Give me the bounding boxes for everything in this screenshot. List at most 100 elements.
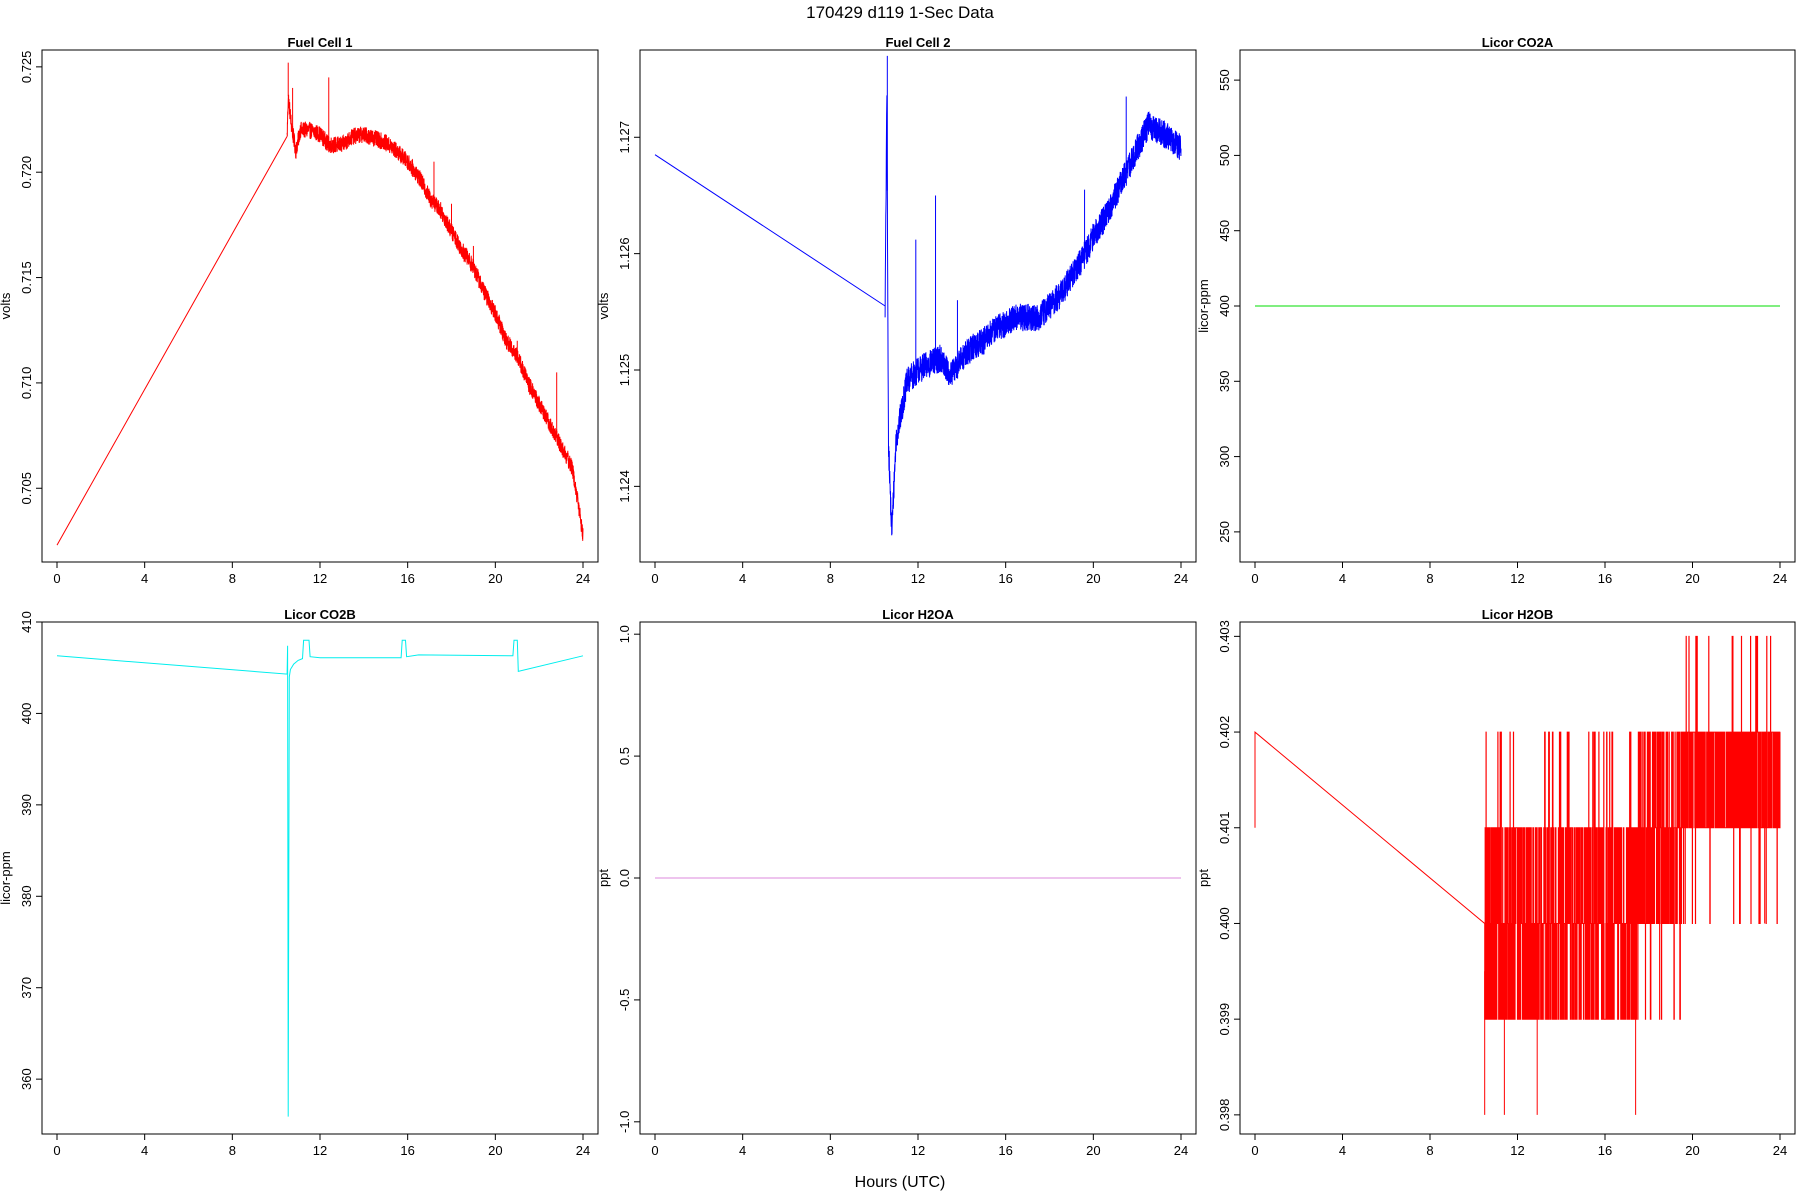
plot-frame — [1239, 49, 1796, 563]
y-tick-label: 0.403 — [1217, 620, 1232, 653]
y-axis-label: ppt — [1196, 869, 1211, 887]
y-axis-label: volts — [596, 292, 611, 319]
y-tick-label: 1.125 — [617, 354, 632, 387]
x-tick-label: 4 — [141, 1143, 148, 1158]
x-tick-label: 0 — [1251, 571, 1258, 586]
panel-title: Licor H2OB — [1482, 607, 1554, 622]
chart-panel-1: Fuel Cell 1 0 4 8 12 16 20 24 0.705 0.710 0.715 0.7… — [0, 35, 599, 586]
series-trace — [286, 94, 584, 541]
x-tick-label: 24 — [576, 1143, 590, 1158]
x-tick-label: 20 — [1086, 1143, 1100, 1158]
y-tick-label: 360 — [19, 1068, 34, 1090]
plot-frame — [1239, 621, 1796, 1135]
y-tick-label: 0.401 — [1217, 811, 1232, 844]
chart-panel-2: Fuel Cell 2 0 4 8 12 16 20 24 1.124 1.125 1.126 1.1… — [596, 35, 1197, 586]
x-tick-label: 24 — [576, 571, 590, 586]
x-tick-label: 4 — [739, 1143, 746, 1158]
x-tick-label: 0 — [53, 571, 60, 586]
y-tick-label: 1.124 — [617, 470, 632, 503]
y-tick-label: 1.0 — [617, 625, 632, 643]
x-tick-label: 24 — [1174, 1143, 1188, 1158]
y-tick-label: 400 — [19, 703, 34, 725]
x-tick-label: 8 — [1426, 571, 1433, 586]
plot-frame — [639, 621, 1197, 1135]
x-tick-label: 0 — [651, 1143, 658, 1158]
series-group — [1254, 635, 1781, 1115]
y-tick-label: 400 — [1217, 295, 1232, 317]
y-axis-label: volts — [0, 292, 13, 319]
x-tick-label: 20 — [488, 571, 502, 586]
x-tick-label: 16 — [1598, 1143, 1612, 1158]
x-tick-label: 8 — [827, 571, 834, 586]
y-tick-label: 0.710 — [19, 367, 34, 400]
plot-frame — [639, 49, 1197, 563]
panel-title: Licor CO2A — [1482, 35, 1554, 50]
series-line — [56, 136, 288, 546]
x-tick-label: 16 — [1598, 571, 1612, 586]
x-tick-label: 16 — [400, 1143, 414, 1158]
x-tick-label: 8 — [827, 1143, 834, 1158]
y-tick-label: -0.5 — [617, 989, 632, 1011]
x-tick-label: 12 — [911, 1143, 925, 1158]
series-line — [56, 639, 584, 1117]
y-tick-label: 1.127 — [617, 121, 632, 154]
x-tick-label: 12 — [1510, 1143, 1524, 1158]
x-tick-label: 12 — [911, 571, 925, 586]
y-tick-label: 450 — [1217, 220, 1232, 242]
x-tick-label: 4 — [1339, 1143, 1346, 1158]
panels: Fuel Cell 1 0 4 8 12 16 20 24 0.705 0.710 0.715 0.7… — [0, 35, 1796, 1158]
y-tick-label: 410 — [19, 611, 34, 633]
y-tick-label: 380 — [19, 885, 34, 907]
series-group — [56, 62, 584, 546]
chart-panel-4: Licor CO2B 0 4 8 12 16 20 24 360 370 380 390 400 410 l… — [0, 607, 599, 1158]
chart-panel-6: Licor H2OB 0 4 8 12 16 20 24 0.398 0.399 0.400 0.40… — [1196, 607, 1796, 1158]
x-tick-label: 16 — [998, 571, 1012, 586]
panel-title: Fuel Cell 2 — [885, 35, 950, 50]
y-tick-label: 350 — [1217, 370, 1232, 392]
x-tick-label: 24 — [1773, 571, 1787, 586]
plot-frame — [41, 621, 599, 1135]
x-tick-label: 20 — [488, 1143, 502, 1158]
y-tick-label: 0.398 — [1217, 1099, 1232, 1132]
y-tick-label: 250 — [1217, 521, 1232, 543]
series-line — [1254, 635, 1781, 1020]
y-tick-label: 0.725 — [19, 51, 34, 84]
y-tick-label: -1.0 — [617, 1111, 632, 1133]
y-tick-label: 500 — [1217, 145, 1232, 167]
y-tick-label: 0.400 — [1217, 907, 1232, 940]
series-line — [654, 154, 886, 307]
y-tick-label: 550 — [1217, 69, 1232, 91]
panel-title: Licor H2OA — [882, 607, 954, 622]
chart-panel-3: Licor CO2A 0 4 8 12 16 20 24 250 300 350 400 450 500 5… — [1196, 35, 1796, 586]
series-trace — [884, 95, 1182, 536]
x-tick-label: 20 — [1685, 571, 1699, 586]
x-tick-label: 12 — [1510, 571, 1524, 586]
x-tick-label: 0 — [651, 571, 658, 586]
x-tick-label: 16 — [400, 571, 414, 586]
series-group — [654, 55, 1182, 536]
y-tick-label: 0.5 — [617, 747, 632, 765]
x-tick-label: 12 — [313, 571, 327, 586]
x-tick-label: 8 — [1426, 1143, 1433, 1158]
x-tick-label: 20 — [1685, 1143, 1699, 1158]
y-tick-label: 1.126 — [617, 237, 632, 270]
x-tick-label: 16 — [998, 1143, 1012, 1158]
x-tick-label: 4 — [141, 571, 148, 586]
x-tick-label: 8 — [229, 1143, 236, 1158]
y-axis-label: ppt — [596, 869, 611, 887]
x-tick-label: 4 — [739, 571, 746, 586]
x-tick-label: 20 — [1086, 571, 1100, 586]
panel-title: Fuel Cell 1 — [287, 35, 352, 50]
figure-xlabel: Hours (UTC) — [855, 1174, 946, 1191]
series-group — [56, 639, 584, 1117]
y-tick-label: 0.402 — [1217, 716, 1232, 749]
y-tick-label: 300 — [1217, 446, 1232, 468]
figure-title: 170429 d119 1-Sec Data — [806, 3, 994, 22]
y-tick-label: 0.715 — [19, 261, 34, 294]
y-tick-label: 390 — [19, 794, 34, 816]
y-tick-label: 370 — [19, 977, 34, 999]
y-tick-label: 0.705 — [19, 472, 34, 505]
panel-title: Licor CO2B — [284, 607, 356, 622]
